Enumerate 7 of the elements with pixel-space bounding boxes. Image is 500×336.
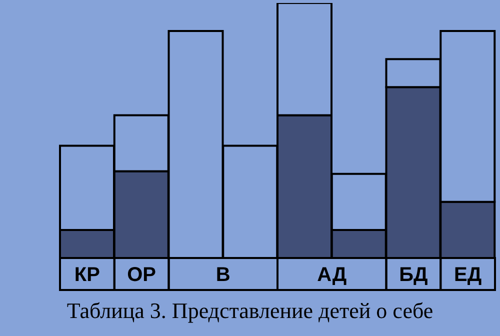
- x-tick-label: ОР: [127, 264, 156, 286]
- x-tick-label: ЕД: [454, 264, 482, 286]
- text: Таблица 3. Представление детей о себе: [66, 298, 434, 324]
- x-tick-label: В: [216, 264, 230, 286]
- x-tick-label: АД: [317, 264, 347, 286]
- x-tick-label: КР: [74, 264, 100, 286]
- x-tick-label: БД: [399, 264, 428, 286]
